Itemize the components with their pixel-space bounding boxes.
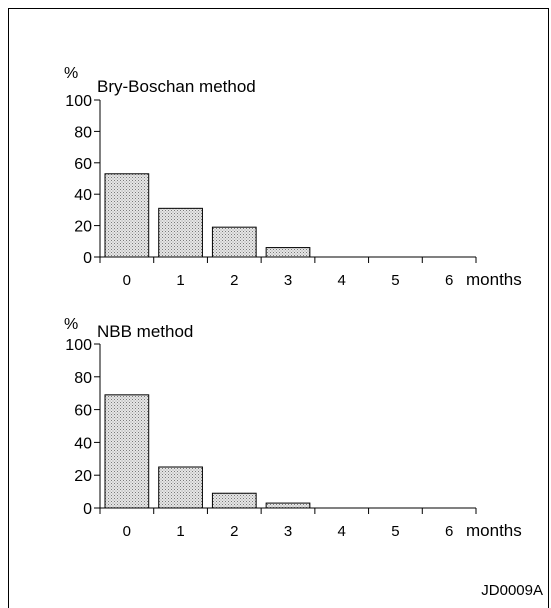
x-tick-label: 3 xyxy=(284,272,292,289)
y-tick-label: 100 xyxy=(65,337,92,354)
x-tick-label: 2 xyxy=(230,523,238,540)
x-tick-label: 2 xyxy=(230,272,238,289)
figure-code: JD0009A xyxy=(481,582,543,599)
chart-title: NBB method xyxy=(97,322,193,341)
bar-1 xyxy=(158,207,203,258)
bar-2 xyxy=(211,492,257,509)
bar-3 xyxy=(265,502,311,509)
y-tick-label: 100 xyxy=(65,93,92,110)
x-tick-label: 5 xyxy=(391,523,399,540)
x-tick-label: 4 xyxy=(338,523,346,540)
y-tick-label: 0 xyxy=(83,501,92,518)
y-tick-label: 80 xyxy=(74,370,92,387)
y-tick-label: 40 xyxy=(74,435,92,452)
bar-0 xyxy=(104,173,150,258)
chart-bry-boschan: 0 20 40 60 80 100 0 1 2 3 4 5 6 months% Bry-Boschan me… xyxy=(64,65,522,289)
bar-0 xyxy=(104,394,150,509)
chart-title: Bry-Boschan method xyxy=(97,77,256,96)
y-tick-label: 60 xyxy=(74,156,92,173)
y-tick-label: 20 xyxy=(74,219,92,236)
chart-nbb: 0 20 40 60 80 100 0 1 2 3 4 5 6 months% NBB method xyxy=(64,316,522,540)
x-tick-label: 5 xyxy=(391,272,399,289)
y-tick-label: 20 xyxy=(74,468,92,485)
x-tick-label: 1 xyxy=(176,272,184,289)
bar-3 xyxy=(265,247,311,258)
x-tick-label: 0 xyxy=(123,272,131,289)
x-axis-label: months xyxy=(466,270,522,289)
y-tick-label: 0 xyxy=(83,250,92,267)
y-axis-unit-label: % xyxy=(64,65,78,82)
bar-1 xyxy=(158,466,203,509)
x-tick-label: 6 xyxy=(445,272,453,289)
y-axis-unit-label: % xyxy=(64,316,78,333)
bar-2 xyxy=(211,226,257,258)
figure-frame xyxy=(8,8,549,608)
x-tick-label: 0 xyxy=(123,523,131,540)
x-tick-label: 1 xyxy=(176,523,184,540)
y-tick-label: 80 xyxy=(74,124,92,141)
x-tick-label: 4 xyxy=(338,272,346,289)
x-tick-label: 3 xyxy=(284,523,292,540)
x-axis-label: months xyxy=(466,521,522,540)
x-tick-label: 6 xyxy=(445,523,453,540)
y-tick-label: 60 xyxy=(74,403,92,420)
y-tick-label: 40 xyxy=(74,187,92,204)
